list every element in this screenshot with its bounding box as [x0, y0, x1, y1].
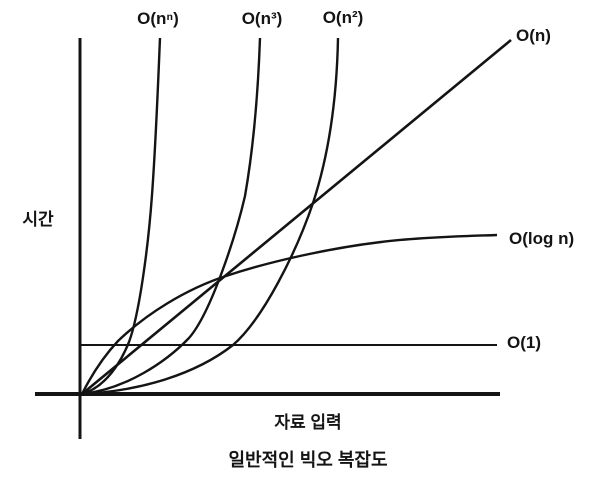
- o-n-curve: [81, 38, 512, 396]
- y-axis-label: 시간: [22, 210, 54, 229]
- curve-label-o-1: O(1): [507, 333, 541, 352]
- curve-label-o-n-pow-n: O(nⁿ): [137, 9, 179, 28]
- x-axis-label: 자료 입력: [274, 413, 342, 432]
- o-n-squared-curve: [81, 37, 340, 396]
- curve-label-o-n: O(n): [516, 26, 551, 45]
- curve-label-o-log-n: O(log n): [509, 229, 575, 248]
- o-log-n-curve: [80, 233, 498, 395]
- curve-label-o-n-squared: O(n²): [322, 8, 364, 27]
- o-n-cubed-curve: [81, 37, 262, 396]
- curve-label-o-n-cubed: O(n³): [241, 9, 283, 28]
- figure-caption: 일반적인 빅오 복잡도: [228, 450, 388, 470]
